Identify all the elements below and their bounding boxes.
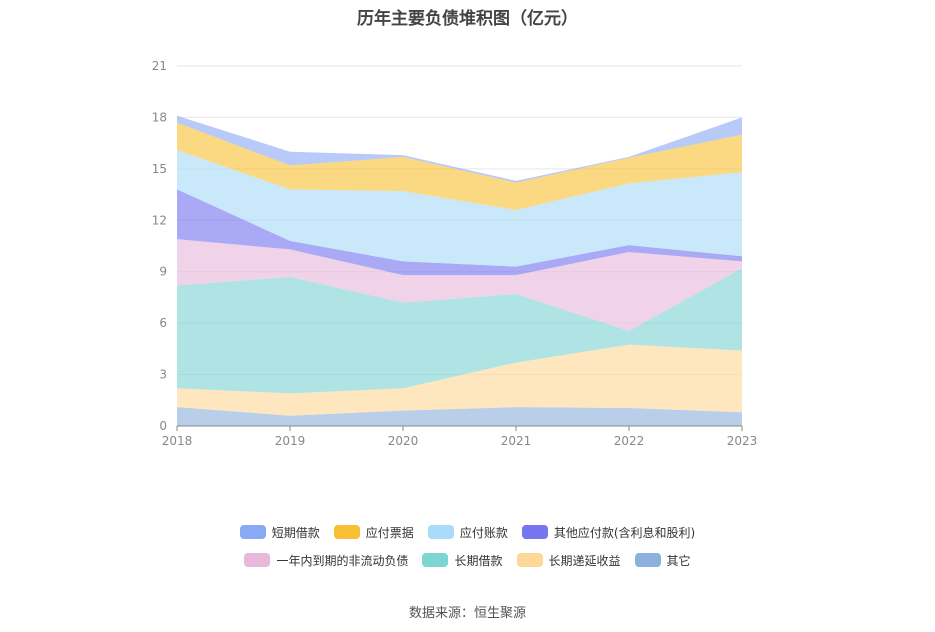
legend-label: 应付票据 [365, 525, 414, 540]
x-tick-label: 2022 [614, 434, 645, 448]
legend-swatch [244, 553, 271, 567]
area-series-短期借款[interactable] [177, 115, 742, 183]
y-tick-label: 12 [152, 213, 167, 227]
area-series-其它[interactable] [177, 407, 742, 426]
area-layer [177, 115, 742, 426]
area-series-长期借款[interactable] [177, 268, 742, 394]
chart-title: 历年主要负债堆积图（亿元） [357, 9, 578, 29]
legend-swatch [516, 553, 543, 567]
legend-swatch [422, 553, 449, 567]
legend-item[interactable]: 长期借款 [422, 552, 503, 569]
legend-label: 长期递延收益 [548, 553, 621, 568]
legend: 短期借款 应付票据 应付账款 其他应付款(含利息和股利) 一年内到期的非流动负债 长期借款… [0, 518, 935, 574]
area-series-应付账款[interactable] [177, 150, 742, 267]
x-tick-label: 2021 [501, 434, 532, 448]
legend-swatch [634, 553, 661, 567]
y-tick-label: 9 [159, 265, 167, 279]
x-tick-label: 2020 [388, 434, 419, 448]
legend-label: 一年内到期的非流动负债 [276, 553, 409, 568]
legend-label: 其他应付款(含利息和股利) [553, 525, 696, 540]
legend-swatch [427, 525, 454, 539]
y-tick-label: 0 [159, 419, 167, 433]
legend-label: 其它 [666, 553, 691, 568]
legend-item[interactable]: 其它 [634, 552, 691, 569]
legend-item[interactable]: 应付票据 [333, 524, 414, 541]
stacked-area-chart: 0 3 6 9 12 15 18 21 2018 2019 2020 2021 2022 2023 [152, 59, 758, 448]
y-tick-label: 3 [159, 368, 167, 382]
x-tick-label: 2019 [275, 434, 306, 448]
legend-swatch [521, 525, 548, 539]
y-tick-label: 15 [152, 162, 167, 176]
legend-item[interactable]: 长期递延收益 [516, 552, 621, 569]
axis-layer: 0 3 6 9 12 15 18 21 2018 2019 2020 2021 2022 2023 [152, 59, 758, 448]
legend-item[interactable]: 其他应付款(含利息和股利) [521, 524, 696, 541]
legend-swatch [239, 525, 266, 539]
data-source-note: 数据来源：恒生聚源 [408, 606, 526, 621]
area-series-长期递延收益[interactable] [177, 344, 742, 416]
legend-swatch [333, 525, 360, 539]
y-tick-label: 6 [159, 316, 167, 330]
x-tick-label: 2018 [162, 434, 193, 448]
legend-item[interactable]: 一年内到期的非流动负债 [244, 552, 408, 569]
area-series-其他应付款(含利息和股利)[interactable] [177, 189, 742, 276]
area-series-一年内到期的非流动负债[interactable] [177, 239, 742, 331]
legend-item[interactable]: 应付账款 [427, 524, 508, 541]
y-tick-label: 18 [152, 110, 167, 124]
legend-label: 短期借款 [271, 525, 320, 540]
x-tick-label: 2023 [727, 434, 758, 448]
legend-row: 一年内到期的非流动负债 长期借款 长期递延收益 其它 [0, 546, 935, 574]
legend-row: 短期借款 应付票据 应付账款 其他应付款(含利息和股利) [0, 518, 935, 546]
legend-label: 应付账款 [459, 525, 508, 540]
legend-item[interactable]: 短期借款 [239, 524, 320, 541]
y-tick-label: 21 [152, 59, 167, 73]
legend-label: 长期借款 [454, 553, 503, 568]
area-series-应付票据[interactable] [177, 122, 742, 210]
